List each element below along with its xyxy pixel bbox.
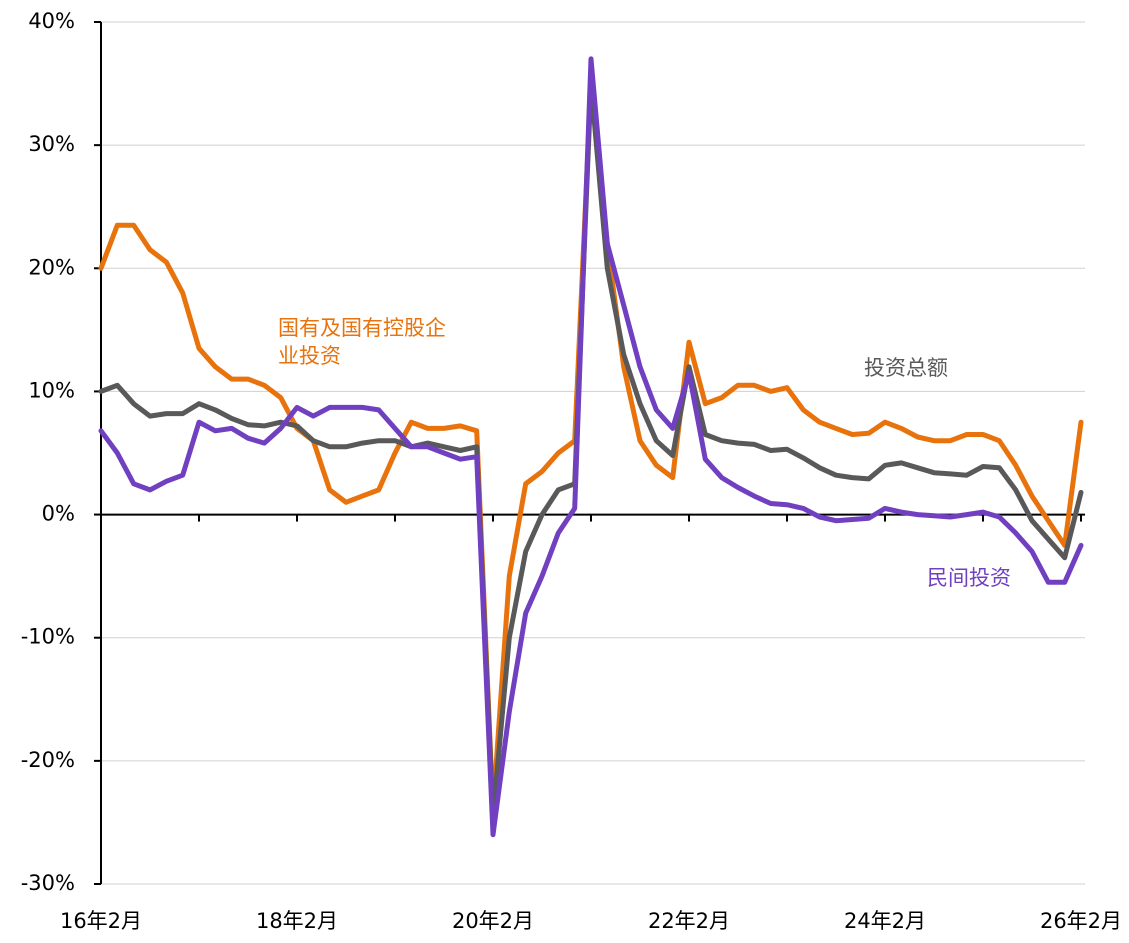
x-tick-label: 24年2月 <box>844 909 926 933</box>
series-label: 投资总额 <box>864 356 948 380</box>
x-tick-label: 26年2月 <box>1040 909 1122 933</box>
x-tick-label: 18年2月 <box>256 909 338 933</box>
y-tick-label: -30% <box>21 871 75 895</box>
y-tick-label: 10% <box>28 378 75 402</box>
y-tick-label: 20% <box>28 255 75 279</box>
y-tick-label: -10% <box>21 625 75 649</box>
x-tick-label: 22年2月 <box>648 909 730 933</box>
x-tick-label: 20年2月 <box>452 909 534 933</box>
y-tick-label: 0% <box>42 502 75 526</box>
y-tick-label: -20% <box>21 748 75 772</box>
series-label: 民间投资 <box>927 566 1011 590</box>
y-tick-label: 40% <box>28 9 75 33</box>
x-tick-label: 16年2月 <box>60 909 142 933</box>
series-line <box>98 81 1084 819</box>
series-line <box>98 81 1084 813</box>
series-line <box>98 56 1084 838</box>
series-label: 国有及国有控股企业投资 <box>278 316 446 368</box>
y-tick-label: 30% <box>28 132 75 156</box>
